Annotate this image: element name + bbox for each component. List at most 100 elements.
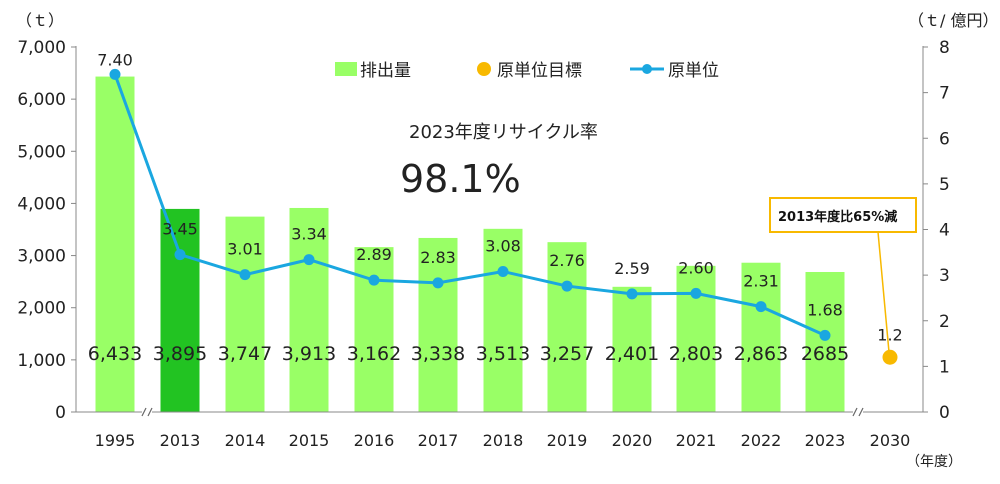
- bar-2016: [354, 247, 394, 412]
- bar-value-label: 3,913: [282, 343, 336, 365]
- legend-label-target: 原単位目標: [497, 61, 582, 81]
- legend-swatch-target: [477, 62, 491, 76]
- right-tick-label: 7: [939, 84, 950, 104]
- bar-1995: [95, 76, 135, 412]
- x-tick-label: 2019: [547, 431, 588, 450]
- intensity-value-label: 3.01: [227, 240, 263, 259]
- intensity-value-label: 3.34: [291, 225, 327, 244]
- bar-2019: [547, 242, 587, 412]
- intensity-value-label: 3.08: [485, 236, 521, 255]
- intensity-point: [239, 269, 251, 281]
- axis-break-gap: [853, 408, 863, 416]
- intensity-point: [303, 254, 315, 266]
- x-tick-label: 2023: [805, 431, 846, 450]
- left-axis-unit: （ｔ）: [16, 11, 64, 30]
- bar-value-label: 3,338: [411, 343, 465, 365]
- left-tick-label: 1,000: [17, 351, 66, 371]
- right-axis-unit: （ｔ/ 億円）: [908, 11, 998, 30]
- x-tick-label: 2022: [741, 431, 782, 450]
- target-callout: 2013年度比65%減: [769, 197, 917, 353]
- bar-value-label: 3,513: [476, 343, 530, 365]
- left-tick-label: 7,000: [17, 38, 66, 58]
- x-tick-label: 1995: [95, 431, 136, 450]
- bars-group: [95, 76, 845, 412]
- intensity-value-label: 2.31: [743, 272, 779, 291]
- legend-label-emissions: 排出量: [360, 61, 411, 81]
- bar-2021: [676, 265, 716, 412]
- bar-2014: [225, 216, 265, 412]
- axis-break-slash: [141, 407, 147, 417]
- x-tick-label: 2013: [160, 431, 201, 450]
- axis-break-0: [141, 407, 153, 417]
- bar-value-label: 3,162: [347, 343, 401, 365]
- x-axis-unit: （年度）: [906, 454, 962, 470]
- bar-value-label: 6,433: [88, 343, 142, 365]
- right-tick-label: 1: [939, 357, 950, 377]
- intensity-value-label: 2.59: [614, 259, 650, 278]
- x-tick-label: 2015: [289, 431, 330, 450]
- labels-group: 1.2 7.40 3.45 3.01 3.34 2.89 2.83 3.08 2.76 2.59 2…: [88, 50, 903, 365]
- right-tick-label: 6: [939, 129, 950, 149]
- legend: 排出量 原単位目標 原単位: [335, 61, 719, 81]
- axes-group: 0 1,000 2,000 3,000 4,000 5,000 6,000 7,000 0 1 2 3…: [17, 38, 950, 450]
- left-tick-label: 0: [55, 403, 66, 423]
- intensity-value-label: 2.60: [678, 258, 714, 277]
- bar-value-label: 2,401: [605, 343, 659, 365]
- intensity-point: [561, 280, 573, 292]
- intensity-point: [109, 68, 121, 80]
- left-tick-label: 5,000: [17, 142, 66, 162]
- x-tick-label: 2021: [676, 431, 717, 450]
- intensity-point: [497, 265, 509, 277]
- legend-swatch-emissions: [335, 62, 357, 76]
- right-tick-label: 4: [939, 221, 950, 241]
- bar-2018: [483, 228, 523, 412]
- bar-2013: [160, 208, 200, 412]
- intensity-value-label: 3.45: [162, 220, 198, 239]
- intensity-value-label: 2.89: [356, 245, 392, 264]
- intensity-value-label: 1.68: [807, 300, 843, 319]
- legend-swatch-intensity-marker: [642, 64, 652, 74]
- recycle-rate-value: 98.1%: [400, 157, 521, 201]
- axis-break-slash: [147, 407, 153, 417]
- intensity-point: [174, 249, 186, 261]
- bar-value-label: 2685: [801, 343, 849, 365]
- axis-break-slash: [852, 407, 858, 417]
- x-tick-label: 2017: [418, 431, 459, 450]
- intensity-point: [690, 287, 702, 299]
- x-tick-label: 2014: [225, 431, 266, 450]
- target-point-2030: [882, 349, 898, 365]
- intensity-point: [626, 288, 638, 300]
- intensity-value-label: 2.83: [420, 248, 456, 267]
- intensity-point: [432, 277, 444, 289]
- left-tick-label: 3,000: [17, 247, 66, 267]
- bar-value-label: 3,895: [153, 343, 207, 365]
- bar-value-label: 3,257: [540, 343, 594, 365]
- left-tick-label: 6,000: [17, 90, 66, 110]
- intensity-point: [368, 274, 380, 286]
- bar-value-label: 2,803: [669, 343, 723, 365]
- x-tick-label: 2030: [870, 431, 911, 450]
- target-value-label: 1.2: [877, 325, 902, 344]
- bar-2017: [418, 237, 458, 412]
- target-callout-text: 2013年度比65%減: [778, 209, 897, 225]
- x-tick-label: 2020: [612, 431, 653, 450]
- axis-break-slash: [858, 407, 864, 417]
- legend-label-intensity: 原単位: [668, 61, 719, 81]
- bar-2020: [612, 286, 652, 412]
- axis-break-1: [852, 407, 864, 417]
- recycle-rate-title: 2023年度リサイクル率: [409, 122, 598, 143]
- bar-value-label: 3,747: [218, 343, 272, 365]
- x-tick-label: 2016: [354, 431, 395, 450]
- bar-2023: [805, 271, 845, 412]
- intensity-point: [819, 329, 831, 341]
- axis-break-gap: [142, 408, 152, 416]
- x-tick-label: 2018: [483, 431, 524, 450]
- right-tick-label: 3: [939, 266, 950, 286]
- right-tick-label: 0: [939, 403, 950, 423]
- right-tick-label: 2: [939, 312, 950, 332]
- target-callout-box: [769, 197, 917, 233]
- target-callout-leader: [877, 231, 890, 353]
- intensity-value-label: 7.40: [97, 50, 133, 69]
